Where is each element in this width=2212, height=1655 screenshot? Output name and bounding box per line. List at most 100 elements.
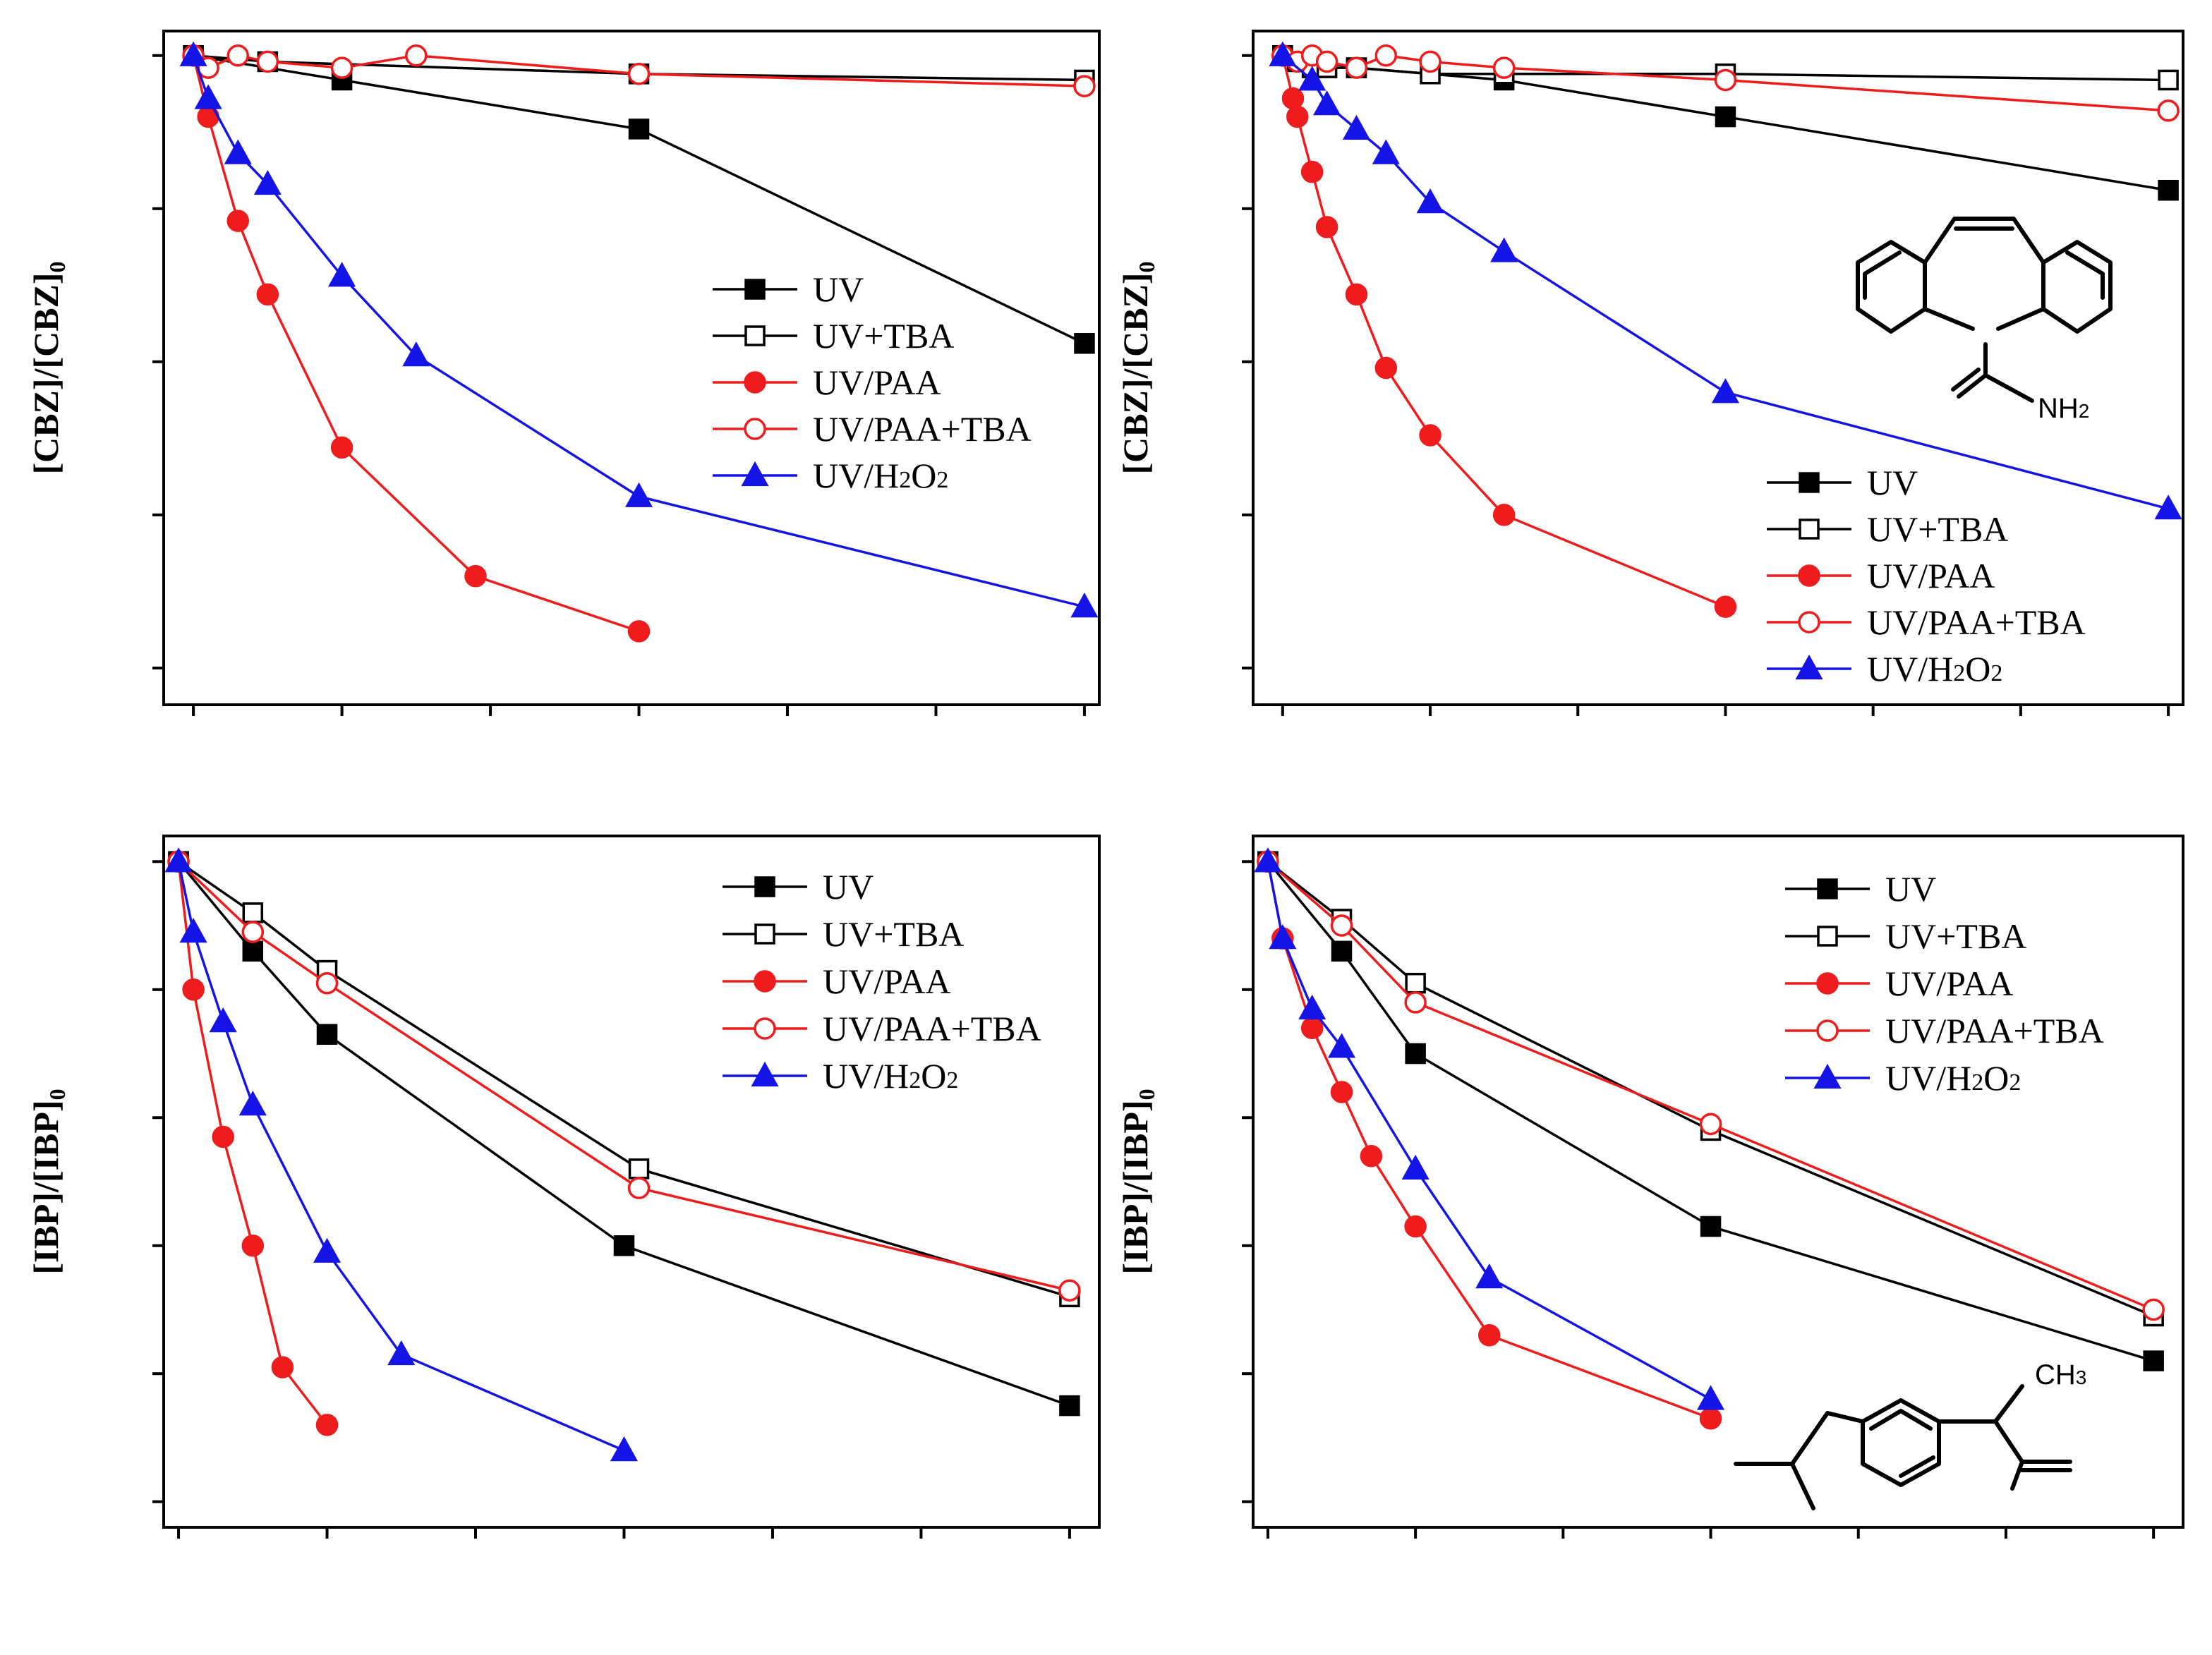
data-point (1401, 1154, 1430, 1180)
legend-label: UV/PAA+TBA (1885, 1011, 2104, 1050)
data-point (256, 50, 279, 73)
data-point (253, 169, 282, 195)
data-point (241, 921, 265, 943)
y-axis-title: [IBP]/[IBP]0 (1116, 1089, 1159, 1274)
data-point (1300, 1017, 1324, 1039)
data-point (179, 918, 207, 943)
data-point (1405, 1043, 1426, 1065)
data-point (1327, 1033, 1356, 1058)
data-point (164, 847, 193, 873)
data-point (238, 1091, 267, 1116)
legend-marker (754, 970, 776, 993)
data-point (2158, 69, 2179, 91)
azepine-bridge (1923, 217, 2045, 265)
data-point (1699, 1407, 1722, 1430)
legend: UV UV+TBA UV/PAA UV/PAA+TBA UV/H2O2 (713, 269, 1032, 495)
legend-label: UV/H2O2 (1867, 649, 2002, 689)
data-point (242, 940, 264, 962)
isobutyl-chain (1734, 1411, 1865, 1466)
legend-marker (744, 371, 766, 394)
data-point (182, 978, 205, 1001)
legend-marker (744, 418, 766, 440)
data-point (315, 971, 339, 995)
series-uv-h2o2 (164, 847, 639, 1462)
chart-panel-3: [IBP]/[IBP]0 UV UV+TBA UV/PAA UV/PAA+TBA UV/H… (26, 835, 1101, 1539)
data-point (1374, 356, 1398, 380)
bond (1983, 373, 2034, 403)
series-uv (1257, 851, 2164, 1371)
legend-label: UV+TBA (1885, 916, 2026, 956)
legend-label: UV/H2O2 (1885, 1058, 2021, 1098)
chart-panel-1: [CBZ]/[CBZ]0 UV UV+TBA UV/PAA UV/PAA+TBA UV/H… (26, 30, 1101, 716)
data-point (1475, 1263, 1504, 1289)
legend-label: UV/PAA+TBA (813, 409, 1032, 449)
legend-label: UV/PAA (813, 363, 941, 402)
series-line (193, 54, 1085, 345)
data-point (1342, 114, 1370, 140)
legend-marker (1798, 611, 1820, 633)
data-point (610, 1436, 639, 1462)
legend-marker (1817, 878, 1838, 899)
data-point (405, 44, 428, 67)
series-uv-paa (167, 850, 339, 1436)
data-point (1711, 378, 1740, 404)
legend-marker (754, 1017, 776, 1040)
data-point (328, 262, 356, 287)
data-point (628, 1158, 650, 1180)
data-point (1331, 940, 1353, 962)
data-point (1313, 90, 1341, 116)
y-axis-title: [IBP]/[IBP]0 (26, 1089, 70, 1274)
legend-label: UV/PAA (1885, 964, 2014, 1003)
series-uv-h2o2 (1254, 847, 1725, 1410)
group-label: NH2 (2038, 393, 2089, 424)
carbamazepine-structure: NH2 (1856, 217, 2113, 424)
plot-frame (162, 30, 1101, 706)
ibuprofen-structure: CH3 (1734, 1359, 2086, 1510)
data-point (1074, 333, 1095, 354)
legend-label: UV (1885, 869, 1936, 909)
data-point (2142, 1298, 2165, 1321)
series-uv-paa-tba (182, 44, 1096, 97)
bond (1790, 1462, 1815, 1510)
data-point (1419, 50, 1442, 73)
legend-label: UV (813, 269, 864, 309)
data-point (1345, 283, 1368, 306)
data-point (387, 1340, 416, 1366)
carbonyl-bond (1951, 368, 1981, 392)
chart-panel-2: [CBZ]/[CBZ]0 UV UV+TBA UV/PAA UV/PAA+TBA UV/H… (1116, 30, 2184, 716)
data-point (1700, 1216, 1722, 1237)
data-point (1699, 1113, 1722, 1136)
data-point (1404, 1215, 1427, 1238)
benzene-ring (1861, 1398, 1941, 1487)
data-point (1490, 237, 1518, 262)
data-point (1492, 56, 1516, 79)
bond (1923, 307, 1975, 331)
data-point (1477, 1324, 1501, 1347)
data-point (1298, 994, 1326, 1020)
data-point (613, 1235, 635, 1256)
series-uv-paa (1271, 44, 1737, 618)
data-point (1315, 50, 1338, 73)
plot-frame (1252, 30, 2184, 706)
legend-label: UV (823, 867, 874, 907)
bond (1937, 1384, 2024, 1424)
legend-marker (1799, 519, 1820, 540)
data-point (1714, 595, 1737, 618)
data-point (402, 341, 430, 367)
data-point (627, 620, 651, 643)
data-point (1360, 1144, 1383, 1168)
data-point (1419, 424, 1442, 447)
data-point (241, 1234, 265, 1257)
series-line (177, 861, 328, 1426)
data-point (224, 139, 252, 164)
legend-marker (744, 325, 766, 346)
legend-label: UV (1867, 463, 1918, 502)
legend-label: UV/PAA+TBA (823, 1009, 1041, 1048)
bond (2010, 1460, 2024, 1491)
series-uv-paa-tba (1257, 850, 2165, 1321)
data-point (209, 1007, 237, 1033)
data-point (627, 1177, 651, 1199)
legend-marker (1816, 1019, 1839, 1042)
y-axis-title: [CBZ]/[CBZ]0 (1116, 261, 1159, 474)
legend-marker (1798, 564, 1820, 587)
